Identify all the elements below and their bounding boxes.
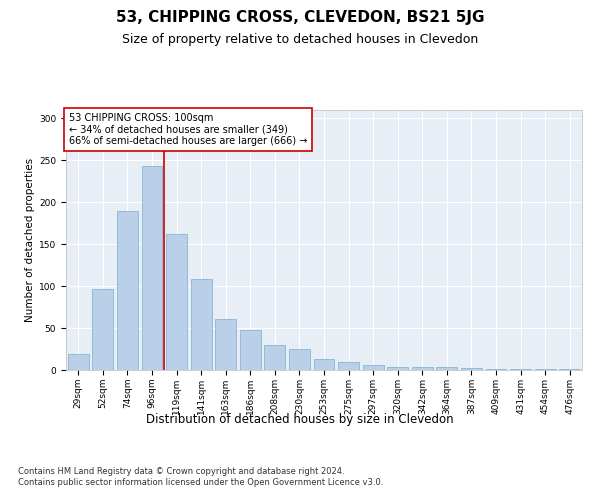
Bar [485,369,506,370]
Text: Size of property relative to detached houses in Clevedon: Size of property relative to detached ho… [122,32,478,46]
Bar [289,349,310,370]
Bar [338,362,359,370]
Bar [166,234,187,370]
Bar [510,369,531,370]
Bar [535,369,556,370]
Bar [436,366,457,370]
Bar [240,330,261,370]
Bar [142,166,163,370]
Y-axis label: Number of detached properties: Number of detached properties [25,158,35,322]
Text: 53 CHIPPING CROSS: 100sqm
← 34% of detached houses are smaller (349)
66% of semi: 53 CHIPPING CROSS: 100sqm ← 34% of detac… [68,112,307,146]
Bar [92,288,113,370]
Bar [362,365,383,370]
Text: Distribution of detached houses by size in Clevedon: Distribution of detached houses by size … [146,412,454,426]
Bar [314,359,334,370]
Bar [68,354,89,370]
Bar [117,210,138,370]
Bar [191,278,212,370]
Bar [412,366,433,370]
Text: Contains HM Land Registry data © Crown copyright and database right 2024.
Contai: Contains HM Land Registry data © Crown c… [18,468,383,487]
Bar [559,369,580,370]
Bar [215,319,236,370]
Bar [265,345,286,370]
Bar [387,366,408,370]
Bar [461,368,482,370]
Text: 53, CHIPPING CROSS, CLEVEDON, BS21 5JG: 53, CHIPPING CROSS, CLEVEDON, BS21 5JG [116,10,484,25]
